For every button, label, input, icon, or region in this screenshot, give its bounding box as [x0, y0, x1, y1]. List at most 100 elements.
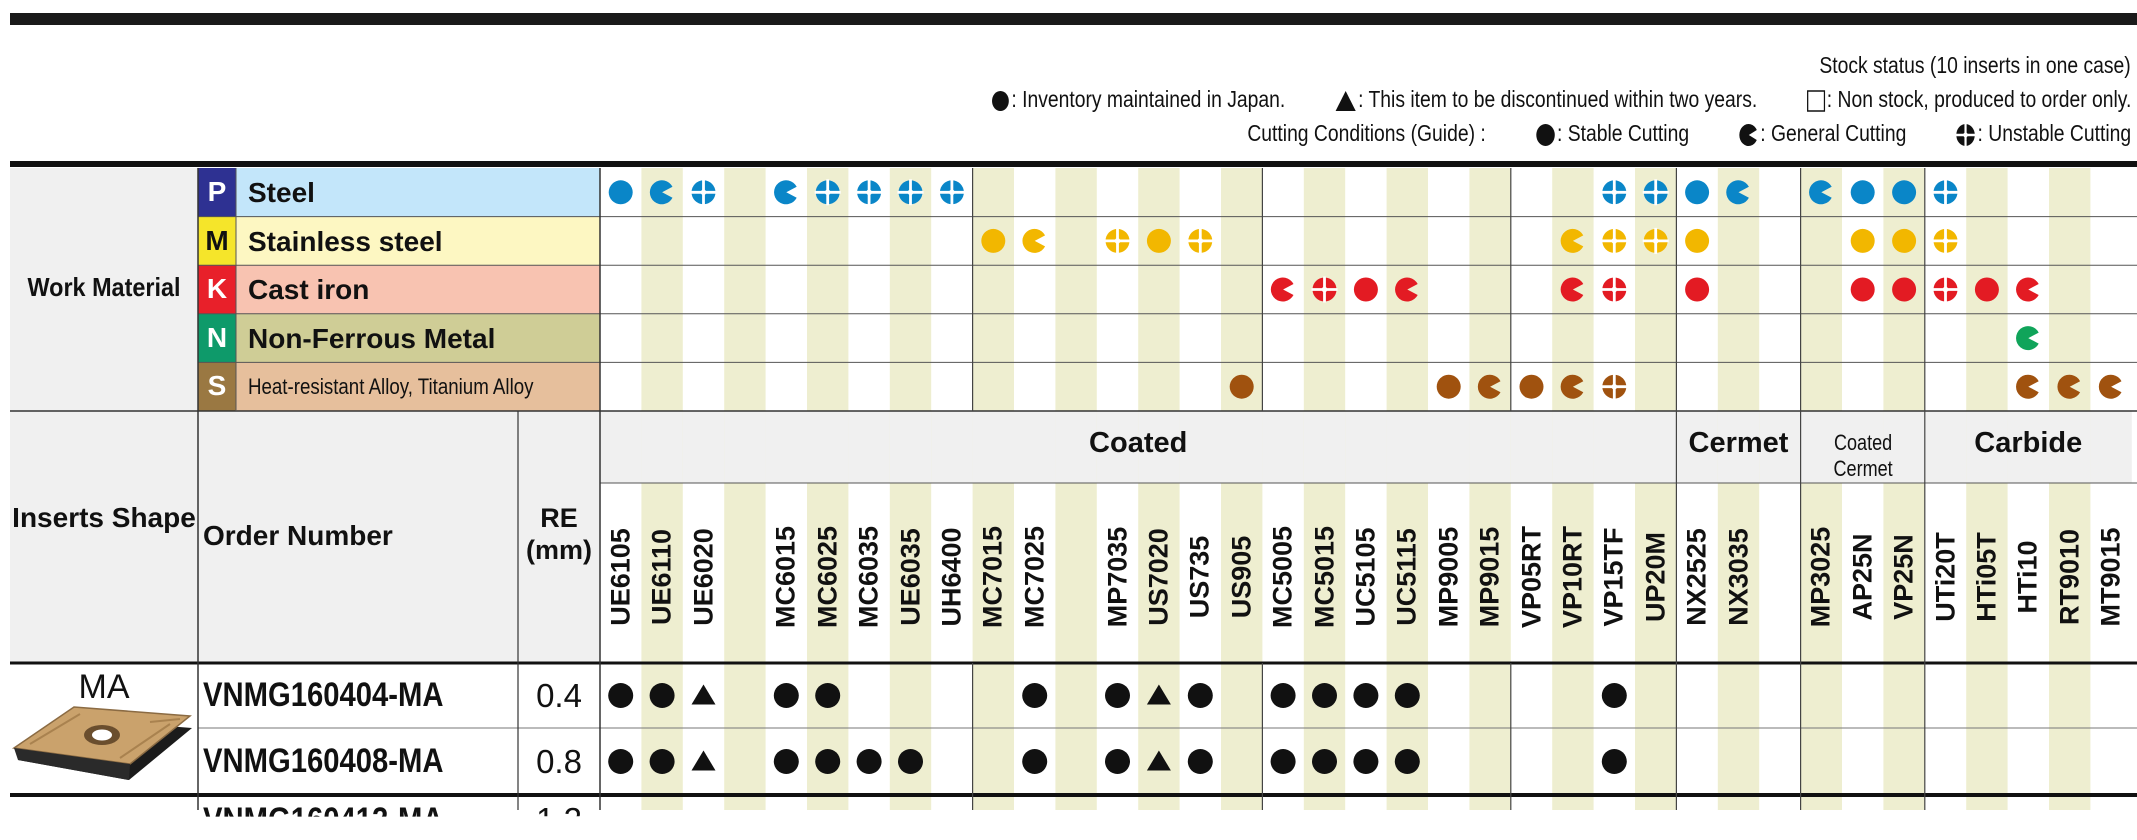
grade-label: UE6110 [646, 528, 677, 626]
unstable-cutting-icon [1932, 276, 1959, 303]
grade-label: MC6015 [770, 525, 801, 629]
work-material-label: Work Material [27, 272, 181, 302]
inventory-circle-icon [773, 749, 799, 774]
discontinued-triangle-icon [691, 684, 716, 705]
column-shade-mask [972, 411, 1014, 483]
column-shade-mask [1221, 411, 1263, 483]
order-number-header-cell [198, 411, 518, 663]
column-shade [1883, 168, 1925, 810]
stable-cutting-icon [1519, 374, 1544, 399]
column-shade [889, 168, 932, 810]
column-shade-mask [1800, 411, 1842, 483]
general-cutting-icon [1560, 228, 1584, 253]
unstable-cutting-icon [1642, 179, 1669, 206]
material-name-cell [236, 265, 600, 314]
column-shade [1635, 168, 1677, 810]
grade-label: AP25N [1847, 533, 1878, 621]
non-stock-text: : Non stock, produced to order only. [1826, 86, 2131, 112]
grade-label: UE6035 [895, 528, 925, 626]
material-name: Steel [248, 177, 315, 208]
grade-label: HTi05T [1971, 532, 2002, 622]
general-cutting-icon [1395, 277, 1418, 302]
column-shade [1221, 168, 1263, 810]
general-text: : General Cutting [1760, 120, 1907, 146]
stable-cutting-icon [1685, 180, 1710, 205]
order-number: VNMG160408-MA [203, 741, 444, 780]
re-value: 0.4 [536, 676, 582, 714]
column-shade [1469, 168, 1511, 810]
column-shade-mask [2049, 411, 2091, 483]
column-shade [972, 168, 1014, 810]
stable-cutting-icon [1850, 228, 1875, 253]
column-shade [1138, 168, 1180, 810]
inventory-circle-icon [1394, 749, 1420, 774]
stable-cutting-icon [1974, 277, 1999, 302]
column-shade-mask [1055, 411, 1097, 483]
inventory-circle-icon [1601, 749, 1627, 774]
material-code: M [205, 224, 229, 256]
column-shade [641, 168, 683, 810]
general-cutting-icon [1726, 180, 1749, 205]
grade-label: UE6020 [688, 528, 718, 626]
re-header-cell [518, 411, 600, 663]
column-shade-mask [1303, 411, 1346, 483]
grade-label: MP3025 [1805, 526, 1836, 628]
inventory-circle-icon [773, 683, 799, 708]
grade-label: MT9015 [2095, 527, 2126, 627]
grade-label: MC6035 [853, 525, 884, 629]
inventory-circle-icon [815, 749, 841, 774]
stock-status-text: Stock status (10 inserts in one case) [1819, 52, 2131, 78]
stable-cutting-icon [1892, 277, 1917, 302]
general-cutting-icon [1560, 374, 1584, 399]
grade-label: MC5015 [1309, 525, 1339, 629]
column-shade-mask [807, 411, 849, 483]
material-name: Non-Ferrous Metal [248, 322, 496, 354]
column-shade-mask [1966, 411, 2008, 483]
inventory-circle-icon [608, 749, 634, 774]
material-name-cell [236, 362, 600, 411]
general-cutting-icon [2057, 374, 2081, 399]
stable-cutting-icon [1436, 374, 1461, 399]
grade-label: VP05RT [1516, 525, 1546, 629]
non-stock-square-icon [1806, 90, 1825, 112]
grade-label: HTi10 [2012, 540, 2043, 614]
material-code-cell [198, 168, 236, 217]
inventory-circle-icon [649, 749, 675, 774]
column-shade-mask [1635, 411, 1677, 483]
discontinued-triangle-icon [691, 750, 716, 771]
unstable-cutting-icon [897, 179, 924, 206]
re-value: 0.8 [536, 742, 582, 780]
inventory-circle-icon [1187, 683, 1213, 708]
grade-label: UE6105 [605, 528, 636, 626]
grade-label: NX2525 [1681, 528, 1712, 626]
material-code-cell [198, 265, 236, 314]
grade-table [10, 161, 2137, 810]
grade-label: MP7035 [1102, 526, 1132, 628]
general-cutting-icon [649, 180, 673, 205]
grade-label: UC5115 [1391, 528, 1422, 626]
column-shade [2049, 168, 2091, 810]
column-shade [1055, 168, 1097, 810]
grade-label: MP9015 [1474, 526, 1505, 628]
material-name: Stainless steel [248, 225, 443, 257]
material-code: K [206, 273, 228, 305]
column-shade [724, 168, 766, 810]
stock-legend-row: : Inventory maintained in Japan. : This … [991, 86, 2131, 113]
top-rule [10, 13, 2137, 25]
grade-label: UTi20T [1930, 532, 1960, 622]
inserts-shape-header: Inserts Shape [12, 502, 196, 533]
inventory-circle-icon [1022, 683, 1048, 708]
grade-label: UP20M [1640, 531, 1671, 623]
unstable-cutting-icon [1104, 227, 1131, 254]
inventory-circle-icon [1105, 749, 1130, 774]
unstable-cutting-icon [1601, 227, 1628, 254]
material-code: S [207, 370, 227, 402]
general-cutting-icon [2098, 374, 2122, 399]
general-cutting-icon [774, 180, 797, 205]
inventory-circle-icon [898, 749, 923, 774]
column-shade-mask [1469, 411, 1511, 483]
grade-label: MC5005 [1267, 525, 1298, 629]
insert-shape-code: MA [78, 668, 130, 706]
column-shade-mask [1717, 411, 1760, 483]
grade-label: UH6400 [936, 527, 967, 627]
